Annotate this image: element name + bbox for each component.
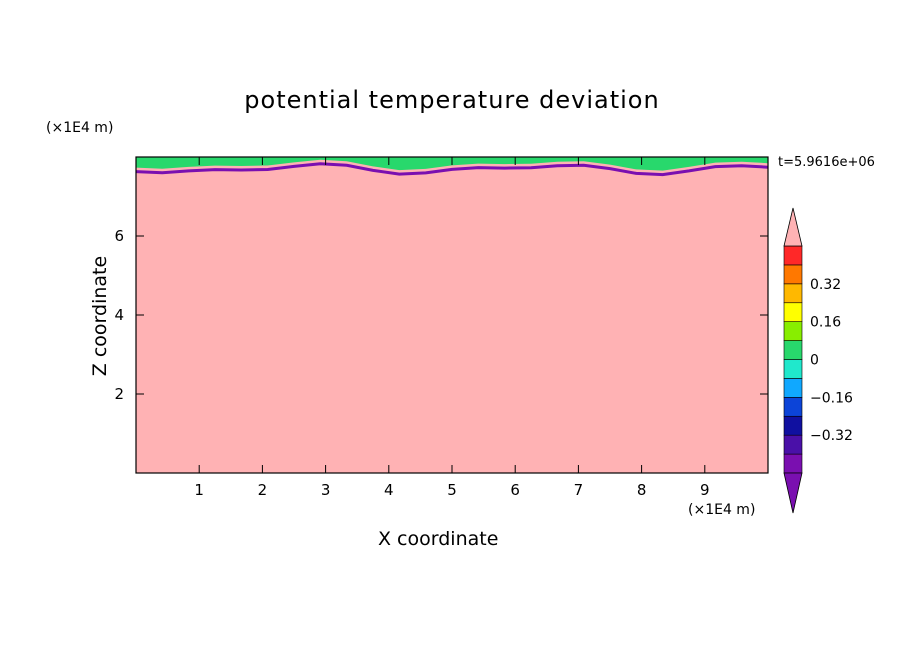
colorbar-label: 0.16 (810, 315, 841, 331)
colorbar-segment (783, 340, 803, 360)
colorbar-segment (783, 283, 803, 304)
colorbar-segment (783, 378, 803, 398)
colorbar-label: 0 (810, 353, 819, 369)
x-axis-unit: (×1E4 m) (688, 502, 756, 518)
x-tick-label: 3 (321, 481, 331, 499)
colorbar: 0.32 0.16 0 −0.16 −0.32 (783, 207, 853, 514)
colorbar-extend-max (783, 207, 803, 247)
colorbar-segment (783, 264, 803, 285)
colorbar-segment (783, 453, 803, 474)
colorbar-label: −0.32 (810, 428, 853, 444)
y-axis-unit: (×1E4 m) (46, 120, 114, 136)
x-tick-label: 4 (384, 481, 394, 499)
contour-band-edge (136, 162, 768, 177)
x-axis-label: X coordinate (378, 528, 499, 550)
colorbar-label: 0.32 (810, 277, 841, 293)
x-tick-label: 6 (510, 481, 520, 499)
colorbar-extend-min (783, 472, 803, 514)
y-tick-label: 4 (114, 306, 124, 324)
contour-field (136, 157, 768, 473)
y-tick-label: 2 (114, 385, 124, 403)
x-tick-label: 8 (637, 481, 647, 499)
colorbar-segment (783, 302, 803, 322)
time-stamp-label: t=5.9616e+06 (778, 155, 875, 170)
contour-band-fill (136, 159, 768, 473)
colorbar-segment (783, 434, 803, 455)
x-tick-label: 5 (447, 481, 457, 499)
y-axis-ticks: 2 4 6 (114, 227, 768, 403)
colorbar-segment (783, 359, 803, 379)
x-tick-label: 7 (574, 481, 584, 499)
chart-title: potential temperature deviation (244, 86, 660, 114)
x-axis-ticks: 1 2 3 4 5 6 7 8 9 (194, 157, 710, 499)
colorbar-segment (783, 415, 803, 436)
x-tick-label: 9 (700, 481, 710, 499)
contour-band (136, 159, 768, 473)
colorbar-segment (783, 321, 803, 341)
x-tick-label: 2 (258, 481, 268, 499)
colorbar-segment (783, 397, 803, 417)
y-tick-label: 6 (114, 227, 124, 245)
colorbar-segment (783, 245, 803, 266)
x-tick-label: 1 (194, 481, 204, 499)
colorbar-label: −0.16 (810, 390, 853, 406)
